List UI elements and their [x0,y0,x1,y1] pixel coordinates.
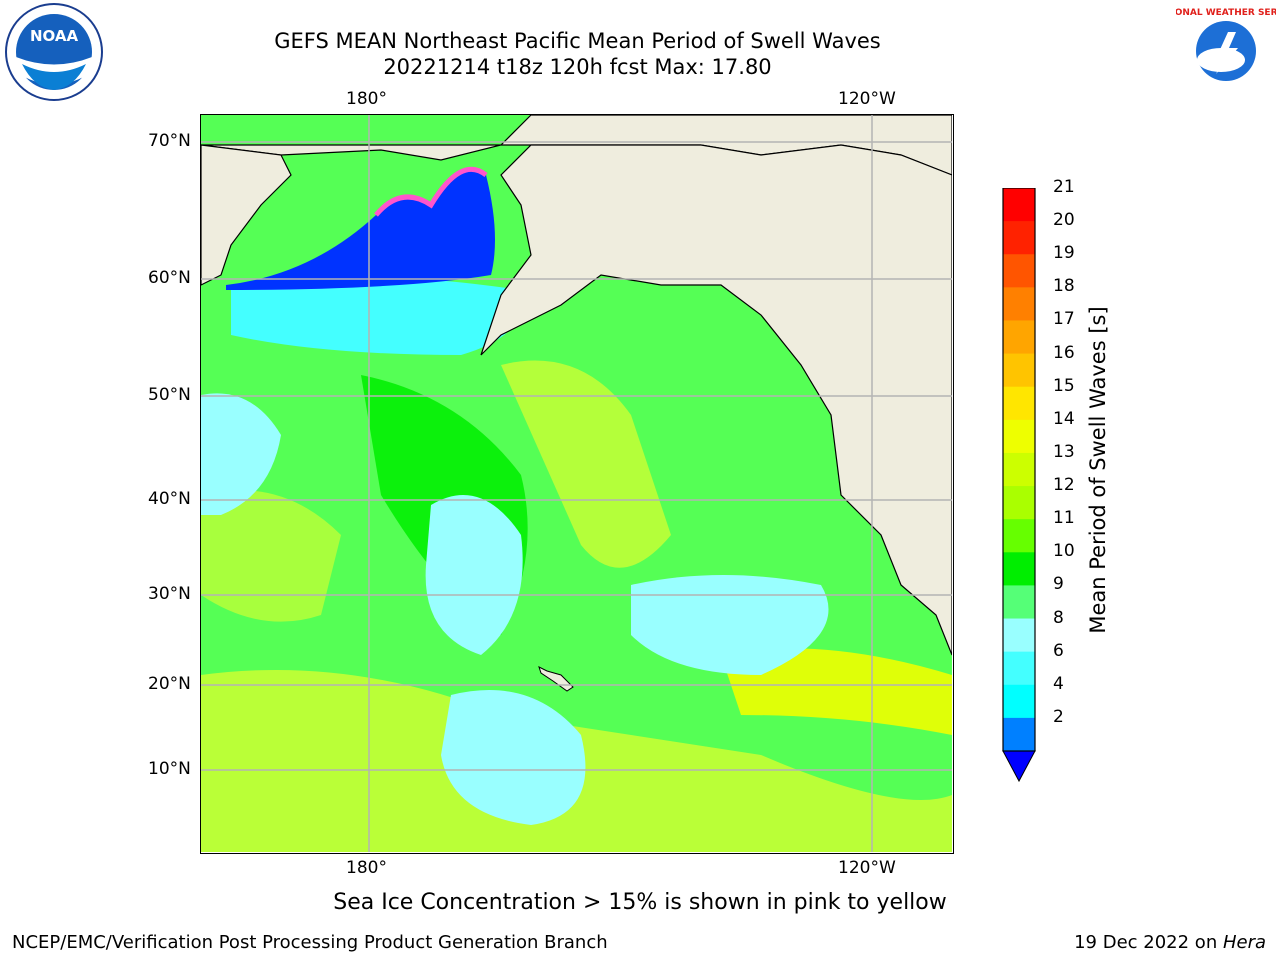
colorbar-segment [1003,188,1035,222]
swell-patch-cyan-1 [425,495,523,655]
map-panel [200,114,954,854]
footer-date: 19 Dec 2022 on Hera [1074,932,1266,953]
swell-band-yellow-3 [501,360,671,568]
colorbar-segment [1003,651,1035,686]
colorbar-tick-label: 17 [1053,309,1075,330]
swell-patch-cyan-4 [201,393,281,515]
nws-logo: NATIONAL WEATHER SERVICE [1151,2,1280,100]
colorbar [1002,187,1036,783]
lat-tick-40n: 40°N [148,489,191,509]
swell-patch-cyan-5 [231,276,523,355]
colorbar-tick-label: 13 [1053,441,1075,462]
colorbar-segment [1003,486,1035,520]
lon-tick-top-180: 180° [346,89,387,109]
colorbar-segment [1003,353,1035,388]
colorbar-segment [1003,221,1035,255]
lon-tick-bottom-120w: 120°W [838,858,896,878]
colorbar-tick-label: 9 [1053,574,1064,595]
colorbar-tick-label: 10 [1053,541,1075,562]
bering-ice-region [226,169,495,290]
colorbar-segment [1003,386,1035,421]
map-subtitle: 20221214 t18z 120h fcst Max: 17.80 [383,55,772,79]
swell-patch-cyan-3 [631,575,829,675]
lon-tick-top-120w: 120°W [838,89,896,109]
colorbar-segment [1003,552,1035,586]
footer-date-text: 19 Dec 2022 on [1074,932,1223,953]
colorbar-tick-label: 14 [1053,408,1075,429]
colorbar-segment [1003,320,1035,355]
colorbar-tick-label: 20 [1053,210,1075,231]
colorbar-segment [1003,618,1035,653]
colorbar-tick-label: 4 [1053,673,1064,694]
colorbar-outline [1002,187,1036,752]
colorbar-segment [1003,717,1035,752]
sea-ice-edge [374,166,488,217]
footer-branch: NCEP/EMC/Verification Post Processing Pr… [12,932,608,953]
footer-host: Hera [1222,932,1266,953]
lat-tick-30n: 30°N [148,584,191,604]
colorbar-label: Mean Period of Swell Waves [s] [1086,306,1110,634]
colorbar-tick-label: 21 [1053,177,1075,197]
lat-tick-60n: 60°N [148,268,191,288]
colorbar-segment [1003,519,1035,553]
lat-tick-70n: 70°N [148,131,191,151]
colorbar-tick-label: 15 [1053,375,1075,396]
colorbar-extend [1002,750,1036,783]
colorbar-tick-label: 8 [1053,607,1064,628]
lon-tick-bottom-180: 180° [346,858,387,878]
noaa-logo: NOAA [4,2,104,102]
colorbar-tick-label: 2 [1053,706,1064,727]
colorbar-tick-label: 12 [1053,475,1075,496]
colorbar-tick-label: 6 [1053,640,1064,661]
land-siberia [201,144,292,286]
colorbar-segment [1003,254,1035,288]
lat-tick-50n: 50°N [148,385,191,405]
swell-patch-cyan-2 [441,690,586,825]
map-title: GEFS MEAN Northeast Pacific Mean Period … [274,29,881,53]
colorbar-tick-label: 11 [1053,508,1075,529]
swell-band-yellow-2 [721,648,952,735]
colorbar-segment [1003,684,1035,719]
colorbar-tick-label: 19 [1053,243,1075,264]
colorbar-segment [1003,452,1035,487]
colorbar-segment [1003,585,1035,620]
sea-ice-note: Sea Ice Concentration > 15% is shown in … [333,890,947,915]
colorbar-segment [1003,287,1035,321]
colorbar-tick-label: 18 [1053,276,1075,297]
nws-logo-text: NATIONAL WEATHER SERVICE [1176,8,1276,18]
colorbar-tick-label: 16 [1053,342,1075,363]
swell-band-yellow-4 [201,490,341,622]
lat-tick-20n: 20°N [148,674,191,694]
map-gridlines [201,115,952,852]
noaa-logo-text: NOAA [30,27,79,45]
land-alaska-canada [480,144,953,656]
colorbar-segment [1003,419,1035,454]
lat-tick-10n: 10°N [148,759,191,779]
